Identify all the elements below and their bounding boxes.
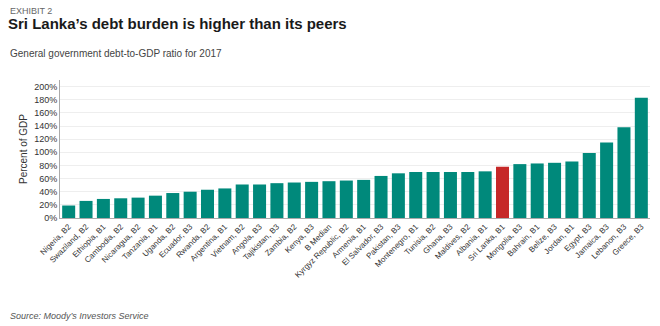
svg-text:Angola, B3: Angola, B3 — [230, 222, 264, 256]
svg-text:Tunisia, B2: Tunisia, B2 — [403, 222, 438, 257]
svg-text:Belize, B3: Belize, B3 — [527, 222, 559, 254]
svg-text:Tanzania, B1: Tanzania, B1 — [121, 222, 160, 261]
svg-text:Percent of GDP: Percent of GDP — [18, 114, 29, 184]
svg-text:Tajikistan, B3: Tajikistan, B3 — [241, 222, 281, 262]
svg-text:Swaziland, B2: Swaziland, B2 — [48, 222, 91, 265]
svg-text:Kenya, B3: Kenya, B3 — [283, 222, 316, 255]
svg-text:Cambodia, B2: Cambodia, B2 — [83, 222, 126, 265]
svg-text:120%: 120% — [34, 134, 57, 144]
svg-text:Ecuador, B3: Ecuador, B3 — [157, 222, 195, 260]
svg-text:Albania, B1: Albania, B1 — [454, 222, 490, 258]
svg-text:Nicaragua, B2: Nicaragua, B2 — [100, 222, 143, 265]
svg-text:Jordan, B1: Jordan, B1 — [542, 222, 576, 256]
svg-text:General government debt-to-GDP: General government debt-to-GDP ratio for… — [10, 48, 222, 59]
svg-text:Kyrgyz Republic, B2: Kyrgyz Republic, B2 — [293, 222, 351, 280]
svg-text:B Median: B Median — [303, 222, 333, 252]
svg-text:Armenia, B1: Armenia, B1 — [330, 222, 368, 260]
svg-text:Bahrain, B1: Bahrain, B1 — [506, 222, 542, 258]
svg-text:El Salvador, B3: El Salvador, B3 — [340, 222, 385, 267]
svg-text:Greece, B3: Greece, B3 — [611, 222, 646, 257]
svg-text:Sri Lanka, B1: Sri Lanka, B1 — [466, 222, 507, 263]
svg-text:40%: 40% — [39, 187, 57, 197]
svg-text:160%: 160% — [34, 108, 57, 118]
svg-text:Ghana, B3: Ghana, B3 — [421, 222, 455, 256]
svg-text:Pakistan, B3: Pakistan, B3 — [364, 222, 403, 261]
svg-text:Maldives, B2: Maldives, B2 — [433, 222, 472, 261]
svg-text:Vietnam, B2: Vietnam, B2 — [209, 222, 246, 259]
svg-text:Zambia, B2: Zambia, B2 — [263, 222, 299, 258]
svg-text:140%: 140% — [34, 121, 57, 131]
svg-text:80%: 80% — [39, 161, 57, 171]
svg-text:Montenegro, B1: Montenegro, B1 — [373, 222, 420, 269]
svg-text:60%: 60% — [39, 174, 57, 184]
svg-text:Sri Lanka’s debt burden is hig: Sri Lanka’s debt burden is higher than i… — [8, 15, 347, 32]
svg-text:Source: Moody’s Investors Serv: Source: Moody’s Investors Service — [10, 311, 148, 321]
svg-text:180%: 180% — [34, 95, 57, 105]
svg-text:Jamaica, B3: Jamaica, B3 — [573, 222, 611, 260]
svg-text:Nigeria, B2: Nigeria, B2 — [39, 222, 74, 257]
svg-text:Uganda, B2: Uganda, B2 — [141, 222, 178, 259]
svg-text:Ethiopia, B1: Ethiopia, B1 — [71, 222, 108, 259]
svg-text:Argentina, B1: Argentina, B1 — [188, 222, 229, 263]
svg-text:100%: 100% — [34, 147, 57, 157]
svg-text:Lebanon, B3: Lebanon, B3 — [590, 222, 629, 261]
svg-text:Mongolia, B3: Mongolia, B3 — [485, 222, 525, 262]
svg-text:Rwanda, B2: Rwanda, B2 — [175, 222, 213, 260]
svg-text:EXHIBIT 2: EXHIBIT 2 — [10, 6, 52, 16]
svg-text:0%: 0% — [44, 213, 57, 223]
svg-text:Egypt, B3: Egypt, B3 — [563, 222, 594, 253]
svg-text:20%: 20% — [39, 200, 57, 210]
svg-text:200%: 200% — [34, 82, 57, 92]
